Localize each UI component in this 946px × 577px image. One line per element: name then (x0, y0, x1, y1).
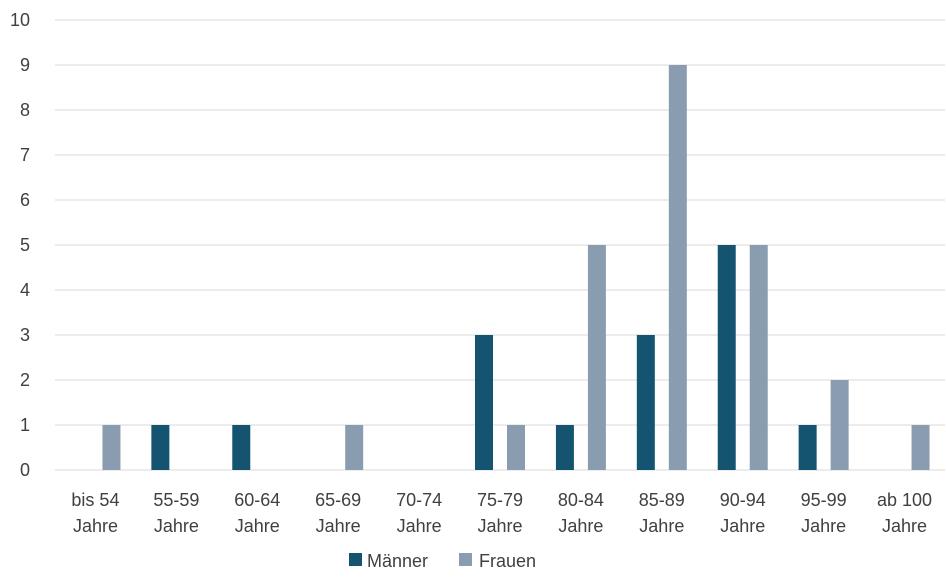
x-tick-label: Jahre (801, 516, 846, 536)
x-tick-label: Jahre (316, 516, 361, 536)
x-tick-label: Jahre (235, 516, 280, 536)
y-tick-label: 5 (20, 235, 30, 255)
x-tick-label: Jahre (558, 516, 603, 536)
x-axis-ticks: bis 54 Jahre 55-59 Jahre 60-64 Jahre 65-69 Jahr… (71, 490, 932, 536)
bar-frauen-3 (345, 425, 364, 470)
legend-swatch-1 (459, 553, 472, 566)
x-tick-label: Jahre (720, 516, 765, 536)
y-axis-ticks: 0 1 2 3 4 5 6 7 8 9 10 (10, 10, 30, 480)
bar-m-nner-9 (798, 425, 817, 470)
legend-label-0: Männer (367, 551, 428, 571)
x-tick-label: 65-69 (315, 490, 361, 510)
x-tick-label: 80-84 (558, 490, 604, 510)
x-tick-label: 95-99 (801, 490, 847, 510)
bar-m-nner-2 (232, 425, 251, 470)
legend-swatch-0 (349, 553, 362, 566)
bar-frauen-6 (587, 245, 606, 470)
legend-label-1: Frauen (479, 551, 536, 571)
gridlines (55, 19, 945, 471)
x-tick-label: 55-59 (153, 490, 199, 510)
x-tick-label: Jahre (397, 516, 442, 536)
bar-frauen-8 (749, 245, 768, 470)
x-tick-label: 90-94 (720, 490, 766, 510)
bar-m-nner-5 (475, 335, 493, 470)
bar-frauen-0 (102, 425, 121, 470)
x-tick-label: Jahre (73, 516, 118, 536)
legend: Männer Frauen (349, 551, 536, 571)
y-tick-label: 9 (20, 55, 30, 75)
y-tick-label: 1 (20, 415, 30, 435)
bar-frauen-5 (507, 425, 525, 470)
bar-m-nner-6 (555, 425, 574, 470)
x-tick-label: 75-79 (477, 490, 523, 510)
y-tick-label: 2 (20, 370, 30, 390)
y-tick-label: 4 (20, 280, 30, 300)
x-tick-label: Jahre (639, 516, 684, 536)
bar-m-nner-1 (151, 425, 170, 470)
y-tick-label: 3 (20, 325, 30, 345)
x-tick-label: Jahre (882, 516, 927, 536)
x-tick-label: ab 100 (877, 490, 932, 510)
x-tick-label: bis 54 (71, 490, 119, 510)
y-tick-label: 7 (20, 145, 30, 165)
x-tick-label: Jahre (477, 516, 522, 536)
bar-frauen-9 (830, 380, 849, 470)
bar-m-nner-7 (636, 335, 655, 470)
bars (102, 65, 930, 470)
x-tick-label: 70-74 (396, 490, 442, 510)
x-tick-label: 60-64 (234, 490, 280, 510)
bar-frauen-10 (911, 425, 930, 470)
y-tick-label: 10 (10, 10, 30, 30)
bar-frauen-7 (668, 65, 687, 470)
x-tick-label: 85-89 (639, 490, 685, 510)
y-tick-label: 0 (20, 460, 30, 480)
y-tick-label: 6 (20, 190, 30, 210)
y-tick-label: 8 (20, 100, 30, 120)
bar-m-nner-8 (717, 245, 736, 470)
x-tick-label: Jahre (154, 516, 199, 536)
